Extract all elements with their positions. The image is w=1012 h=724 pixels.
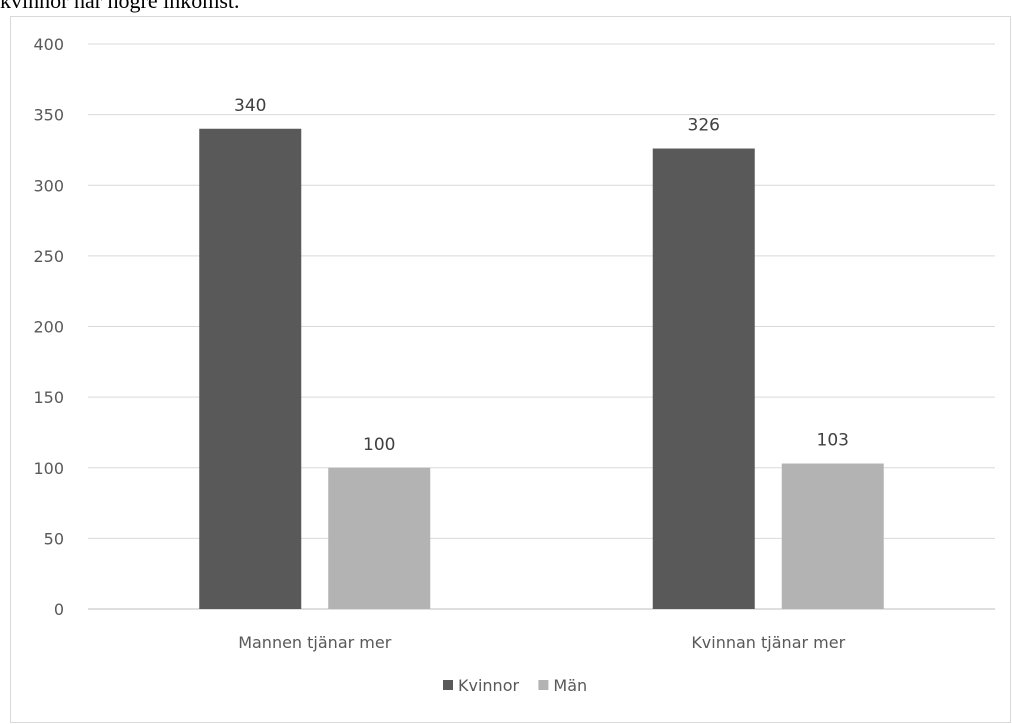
legend-swatch (443, 680, 453, 690)
y-tick-label: 350 (33, 106, 64, 125)
legend-swatch (538, 680, 549, 690)
legend-label: Kvinnor (458, 676, 519, 695)
legend-label: Män (553, 676, 587, 695)
y-tick-label: 400 (33, 35, 64, 54)
data-label: 340 (234, 96, 266, 116)
y-tick-label: 300 (33, 176, 64, 195)
y-tick-label: 0 (54, 600, 64, 619)
x-category-label: Kvinnan tjänar mer (691, 633, 845, 652)
y-tick-label: 50 (44, 529, 64, 548)
bar-kvinnor (652, 148, 755, 609)
y-tick-label: 100 (33, 459, 64, 478)
data-label: 103 (817, 431, 849, 451)
y-tick-label: 250 (33, 247, 64, 266)
data-label: 326 (688, 116, 720, 136)
y-tick-label: 150 (33, 388, 64, 407)
bar-man (328, 467, 431, 609)
caption-text: kvinnor har högre inkomst. (0, 0, 240, 13)
x-category-label: Mannen tjänar mer (238, 633, 392, 652)
bar-kvinnor (199, 128, 302, 609)
data-label: 100 (363, 435, 395, 455)
bar-man (781, 463, 884, 609)
y-tick-label: 200 (33, 318, 64, 337)
